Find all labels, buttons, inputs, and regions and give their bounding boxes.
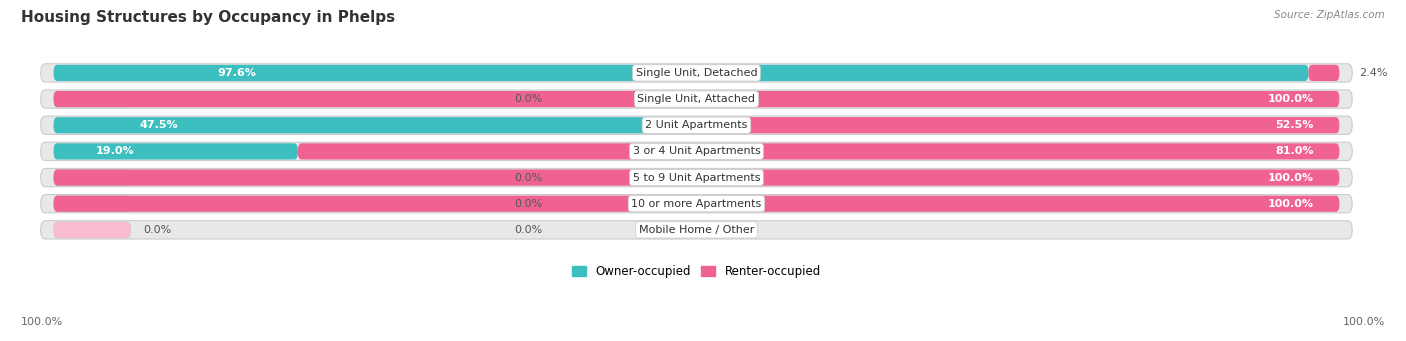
Legend: Owner-occupied, Renter-occupied: Owner-occupied, Renter-occupied [568,261,825,283]
Text: 100.0%: 100.0% [1268,199,1313,209]
Text: 100.0%: 100.0% [1268,173,1313,182]
Text: 0.0%: 0.0% [515,94,543,104]
FancyBboxPatch shape [41,64,1353,82]
FancyBboxPatch shape [53,196,1340,212]
FancyBboxPatch shape [41,168,1353,187]
Text: 10 or more Apartments: 10 or more Apartments [631,199,762,209]
FancyBboxPatch shape [41,195,1353,213]
FancyBboxPatch shape [298,143,1340,160]
Text: 0.0%: 0.0% [515,173,543,182]
Text: Housing Structures by Occupancy in Phelps: Housing Structures by Occupancy in Phelp… [21,10,395,25]
Text: 100.0%: 100.0% [21,317,63,327]
Text: 2.4%: 2.4% [1358,68,1388,78]
FancyBboxPatch shape [41,142,1353,161]
FancyBboxPatch shape [53,65,1309,81]
Text: 0.0%: 0.0% [143,225,172,235]
FancyBboxPatch shape [41,116,1353,134]
FancyBboxPatch shape [41,221,1353,239]
Text: 0.0%: 0.0% [515,199,543,209]
Text: 52.5%: 52.5% [1275,120,1313,130]
Text: 3 or 4 Unit Apartments: 3 or 4 Unit Apartments [633,146,761,157]
Text: 97.6%: 97.6% [217,68,256,78]
FancyBboxPatch shape [53,91,1340,107]
FancyBboxPatch shape [53,222,131,238]
FancyBboxPatch shape [53,222,131,238]
FancyBboxPatch shape [53,169,131,186]
Text: 47.5%: 47.5% [139,120,179,130]
FancyBboxPatch shape [41,90,1353,108]
FancyBboxPatch shape [664,117,1340,133]
Text: 100.0%: 100.0% [1343,317,1385,327]
Text: Single Unit, Attached: Single Unit, Attached [637,94,755,104]
Text: Mobile Home / Other: Mobile Home / Other [638,225,754,235]
Text: 0.0%: 0.0% [515,225,543,235]
FancyBboxPatch shape [53,196,131,212]
FancyBboxPatch shape [53,117,664,133]
Text: 81.0%: 81.0% [1275,146,1313,157]
FancyBboxPatch shape [53,91,131,107]
FancyBboxPatch shape [53,169,1340,186]
Text: 19.0%: 19.0% [96,146,135,157]
Text: 2 Unit Apartments: 2 Unit Apartments [645,120,748,130]
Text: Single Unit, Detached: Single Unit, Detached [636,68,758,78]
Text: Source: ZipAtlas.com: Source: ZipAtlas.com [1274,10,1385,20]
FancyBboxPatch shape [53,143,298,160]
Text: 100.0%: 100.0% [1268,94,1313,104]
FancyBboxPatch shape [1309,65,1340,81]
Text: 5 to 9 Unit Apartments: 5 to 9 Unit Apartments [633,173,761,182]
